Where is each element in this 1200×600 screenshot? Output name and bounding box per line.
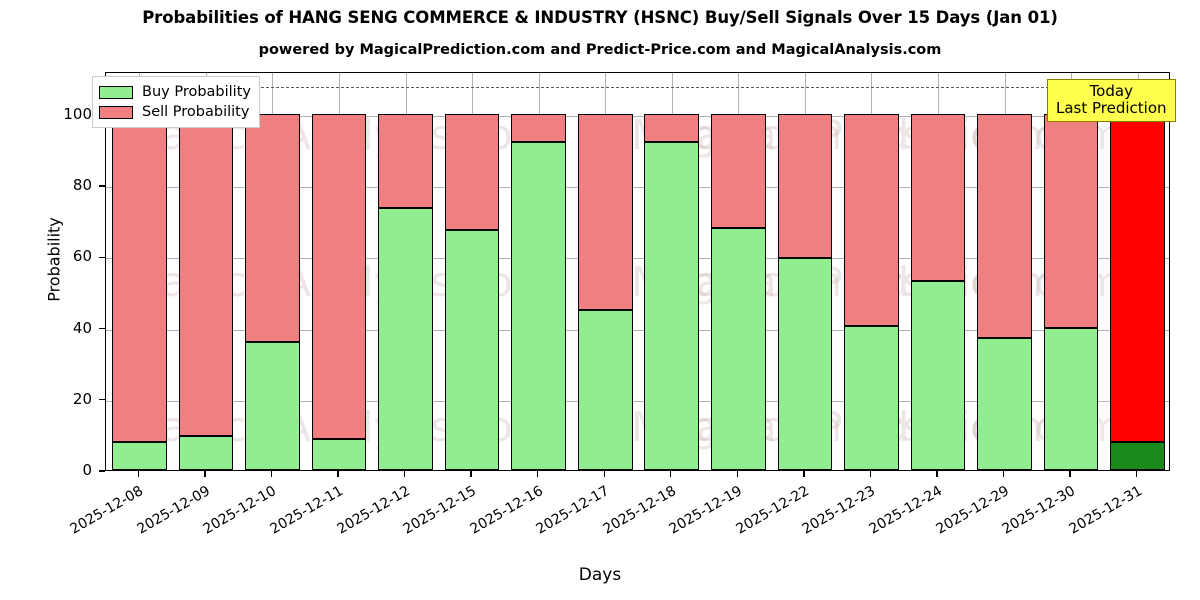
legend-item-sell: Sell Probability bbox=[99, 102, 251, 122]
gridline-horizontal bbox=[106, 115, 1169, 117]
x-tick-mark bbox=[603, 471, 605, 477]
x-tick-mark bbox=[803, 471, 805, 477]
chart-title: Probabilities of HANG SENG COMMERCE & IN… bbox=[142, 8, 1058, 27]
legend-swatch-buy bbox=[99, 85, 133, 99]
x-tick-mark bbox=[470, 471, 472, 477]
bar-column[interactable] bbox=[977, 73, 1032, 470]
bar-segment-buy[interactable] bbox=[178, 436, 234, 470]
bar-column[interactable] bbox=[577, 73, 633, 470]
gridline-horizontal bbox=[106, 400, 1169, 402]
y-tick-mark bbox=[99, 470, 105, 472]
chart-subtitle: powered by MagicalPrediction.com and Pre… bbox=[258, 42, 942, 58]
bar-segment-buy[interactable] bbox=[1110, 441, 1165, 470]
bar-segment-sell[interactable] bbox=[644, 113, 700, 143]
bar-segment-sell[interactable] bbox=[777, 113, 833, 259]
x-tick-mark bbox=[670, 471, 672, 477]
chart-legend: Buy Probability Sell Probability bbox=[92, 76, 260, 128]
gridline-horizontal bbox=[106, 187, 1169, 188]
bar-segment-buy[interactable] bbox=[711, 227, 766, 470]
bar-column[interactable] bbox=[178, 73, 234, 470]
bar-segment-buy[interactable] bbox=[245, 341, 300, 470]
bar-segment-buy[interactable] bbox=[910, 281, 966, 470]
legend-item-buy: Buy Probability bbox=[99, 82, 251, 102]
x-tick-mark bbox=[1069, 471, 1071, 477]
gridline-horizontal bbox=[106, 329, 1169, 331]
x-tick-mark bbox=[337, 471, 339, 477]
bar-column[interactable] bbox=[1110, 73, 1165, 470]
x-tick-mark bbox=[869, 471, 872, 477]
x-tick-mark bbox=[137, 471, 139, 477]
y-tick-mark bbox=[99, 399, 105, 401]
bar-column[interactable] bbox=[711, 73, 766, 470]
x-tick-mark bbox=[936, 471, 938, 477]
x-tick-mark bbox=[1002, 471, 1005, 477]
bar-column[interactable] bbox=[111, 73, 167, 470]
bar-segment-buy[interactable] bbox=[577, 309, 633, 470]
y-tick-label: 40 bbox=[72, 318, 92, 337]
bar-segment-buy[interactable] bbox=[444, 229, 500, 470]
today-annotation-line2: Last Prediction bbox=[1056, 98, 1167, 117]
plot-inner: MagicalAnalysis.comMagicalAnalysis.comMa… bbox=[106, 73, 1169, 470]
today-annotation: Today Last Prediction bbox=[1047, 79, 1176, 122]
bar-segment-sell[interactable] bbox=[1043, 113, 1099, 328]
bar-segment-buy[interactable] bbox=[1043, 327, 1099, 470]
x-axis-label: Days bbox=[578, 565, 622, 585]
y-tick-label: 100 bbox=[63, 104, 92, 123]
bar-segment-sell[interactable] bbox=[844, 113, 899, 326]
y-tick-mark bbox=[99, 185, 105, 187]
bar-segment-buy[interactable] bbox=[311, 438, 367, 470]
bar-segment-buy[interactable] bbox=[977, 338, 1032, 470]
bar-segment-buy[interactable] bbox=[111, 441, 167, 470]
bar-segment-sell[interactable] bbox=[511, 113, 566, 143]
bar-column[interactable] bbox=[1043, 73, 1099, 470]
y-tick-label: 80 bbox=[72, 176, 92, 194]
plot-area: MagicalAnalysis.comMagicalAnalysis.comMa… bbox=[105, 72, 1170, 471]
bar-segment-sell[interactable] bbox=[910, 113, 966, 282]
bar-column[interactable] bbox=[444, 73, 500, 470]
bar-segment-sell[interactable] bbox=[577, 113, 633, 310]
y-tick-mark bbox=[99, 256, 105, 258]
bar-segment-buy[interactable] bbox=[844, 325, 899, 470]
reference-line bbox=[106, 87, 1169, 89]
x-tick-mark bbox=[1136, 471, 1138, 477]
bar-segment-buy[interactable] bbox=[777, 258, 833, 470]
bar-column[interactable] bbox=[511, 73, 566, 470]
y-tick-mark bbox=[99, 327, 105, 330]
bar-segment-sell[interactable] bbox=[311, 113, 367, 439]
legend-label-sell: Sell Probability bbox=[142, 104, 250, 120]
bar-segment-buy[interactable] bbox=[644, 142, 700, 470]
today-annotation-line1: Today bbox=[1089, 82, 1133, 100]
bar-segment-buy[interactable] bbox=[378, 208, 433, 470]
y-axis-label: Probability bbox=[44, 217, 64, 302]
bar-segment-buy[interactable] bbox=[511, 142, 566, 470]
bar-column[interactable] bbox=[644, 73, 700, 470]
bar-segment-sell[interactable] bbox=[444, 113, 500, 230]
bar-segment-sell[interactable] bbox=[245, 113, 300, 342]
gridline-horizontal bbox=[106, 258, 1169, 260]
x-tick-mark bbox=[536, 471, 539, 477]
bar-segment-sell[interactable] bbox=[378, 113, 433, 209]
y-tick-label: 20 bbox=[72, 389, 92, 408]
y-tick-label: 60 bbox=[72, 247, 92, 266]
bar-column[interactable] bbox=[378, 73, 433, 470]
bar-column[interactable] bbox=[910, 73, 966, 470]
bar-column[interactable] bbox=[777, 73, 833, 470]
bar-segment-sell[interactable] bbox=[711, 113, 766, 228]
bar-segment-sell[interactable] bbox=[977, 113, 1032, 339]
x-tick-mark bbox=[736, 471, 739, 477]
bar-column[interactable] bbox=[311, 73, 367, 470]
bar-segment-sell[interactable] bbox=[1110, 113, 1165, 442]
x-tick-mark bbox=[204, 471, 206, 477]
bar-column[interactable] bbox=[844, 73, 899, 470]
x-tick-mark bbox=[270, 471, 273, 477]
y-tick-label: 0 bbox=[82, 461, 92, 479]
bar-segment-sell[interactable] bbox=[178, 113, 234, 437]
x-tick-mark bbox=[403, 471, 406, 477]
bar-column[interactable] bbox=[245, 73, 300, 470]
legend-label-buy: Buy Probability bbox=[142, 84, 251, 100]
legend-swatch-sell bbox=[99, 105, 133, 119]
bar-segment-sell[interactable] bbox=[111, 113, 167, 442]
